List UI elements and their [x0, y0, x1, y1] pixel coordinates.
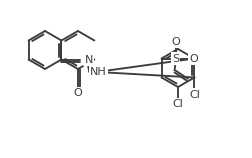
Text: NH: NH — [90, 67, 107, 77]
Text: Cl: Cl — [188, 89, 199, 100]
Text: O: O — [73, 88, 82, 98]
Text: Cl: Cl — [172, 99, 183, 109]
Text: N: N — [84, 55, 92, 64]
Text: O: O — [188, 54, 197, 64]
Text: O: O — [171, 36, 179, 46]
Text: S: S — [171, 54, 178, 64]
